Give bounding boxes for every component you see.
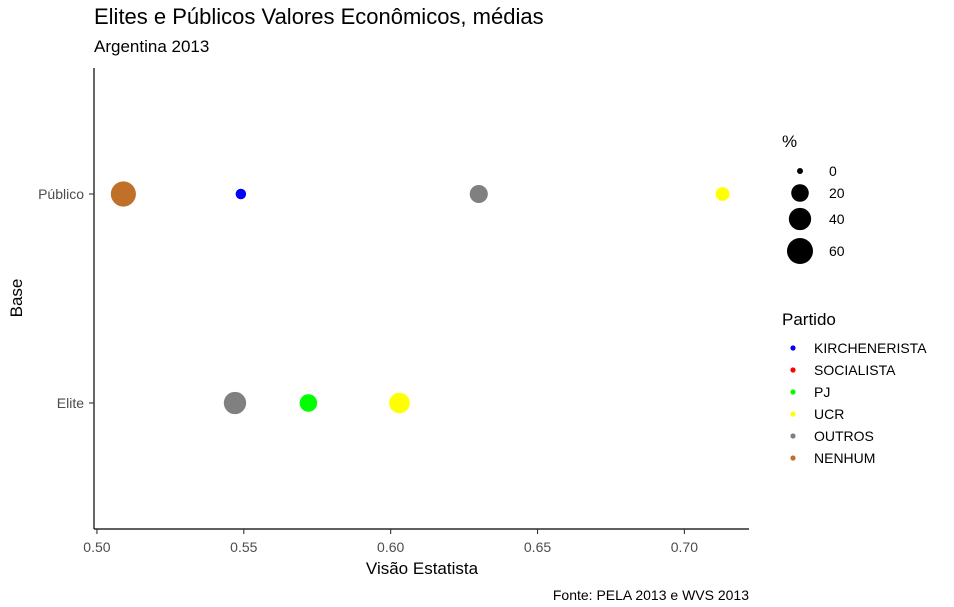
data-point [235,188,247,200]
y-axis-title: Base [7,279,26,318]
chart-title: Elites e Públicos Valores Econômicos, mé… [94,4,544,29]
color-legend-label: UCR [814,406,844,422]
color-legend-label: PJ [814,384,830,400]
color-legend-key [790,389,796,395]
color-legend-title: Partido [782,310,836,329]
size-legend: % 0 20 40 60 [782,132,845,264]
data-point [299,394,318,412]
size-legend-key [791,184,809,202]
x-tick-label: 0.65 [524,539,551,555]
x-axis-title: Visão Estatista [366,559,479,578]
color-legend: Partido KIRCHENERISTA SOCIALISTA PJ UCR OUTR… [782,310,927,466]
size-legend-label: 20 [829,185,845,201]
data-point [715,187,730,201]
y-ticks: Público Elite [38,186,94,411]
y-tick-label: Elite [57,395,84,411]
color-legend-key [790,433,796,439]
color-legend-label: KIRCHENERISTA [814,340,927,356]
x-tick-label: 0.55 [230,539,257,555]
x-tick-label: 0.50 [83,539,110,555]
size-legend-key [788,207,812,231]
size-legend-key [797,168,803,174]
data-point [110,181,136,207]
color-legend-label: NENHUM [814,450,875,466]
size-legend-title: % [782,132,797,151]
color-legend-label: OUTROS [814,428,874,444]
y-tick-label: Público [38,186,84,202]
color-legend-key [790,345,796,351]
chart-caption: Fonte: PELA 2013 e WVS 2013 [553,587,749,603]
color-legend-key [790,367,796,373]
data-point [389,392,410,414]
color-legend-label: SOCIALISTA [814,362,896,378]
size-legend-key [787,238,813,264]
color-legend-key [790,455,796,461]
data-point [469,184,488,204]
x-tick-label: 0.60 [377,539,404,555]
plot-area: 0.50 0.55 0.60 0.65 0.70 Público Elite [38,68,749,555]
size-legend-label: 60 [829,243,845,259]
color-legend-key [790,411,796,417]
data-point [223,391,247,415]
x-ticks: 0.50 0.55 0.60 0.65 0.70 [83,529,698,555]
size-legend-label: 40 [829,211,845,227]
chart-subtitle: Argentina 2013 [94,37,209,56]
size-legend-label: 0 [829,163,837,179]
data-points [110,181,730,415]
x-tick-label: 0.70 [671,539,698,555]
